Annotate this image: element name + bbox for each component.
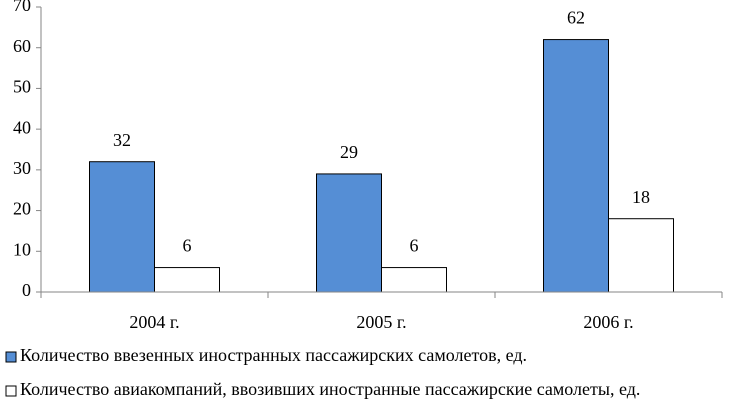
y-tick-label: 70 (13, 0, 31, 15)
x-tick-label: 2006 г. (583, 312, 633, 332)
x-tick-label: 2005 г. (356, 312, 406, 332)
legend-label: Количество авиакомпаний, ввозивших иност… (20, 379, 640, 399)
y-tick-label: 60 (13, 36, 31, 56)
x-tick-label: 2004 г. (129, 312, 179, 332)
bar (89, 161, 155, 293)
y-tick-label: 40 (13, 117, 31, 137)
legend-marker (5, 385, 17, 397)
y-tick-label: 20 (13, 199, 31, 219)
bar (543, 39, 609, 293)
data-label: 6 (410, 236, 419, 256)
bar (316, 173, 382, 293)
legend-marker (5, 351, 17, 363)
data-label: 62 (567, 8, 585, 28)
data-label: 18 (632, 187, 650, 207)
legend-label: Количество ввезенных иностранных пассажи… (20, 345, 527, 365)
y-tick-label: 10 (13, 239, 31, 259)
bar (381, 267, 447, 293)
y-tick-label: 50 (13, 77, 31, 97)
data-label: 32 (113, 130, 131, 150)
bar (608, 218, 674, 293)
data-label: 29 (340, 142, 358, 162)
y-tick-label: 0 (22, 280, 31, 300)
y-tick-label: 30 (13, 158, 31, 178)
data-label: 6 (183, 236, 192, 256)
bar (154, 267, 220, 293)
